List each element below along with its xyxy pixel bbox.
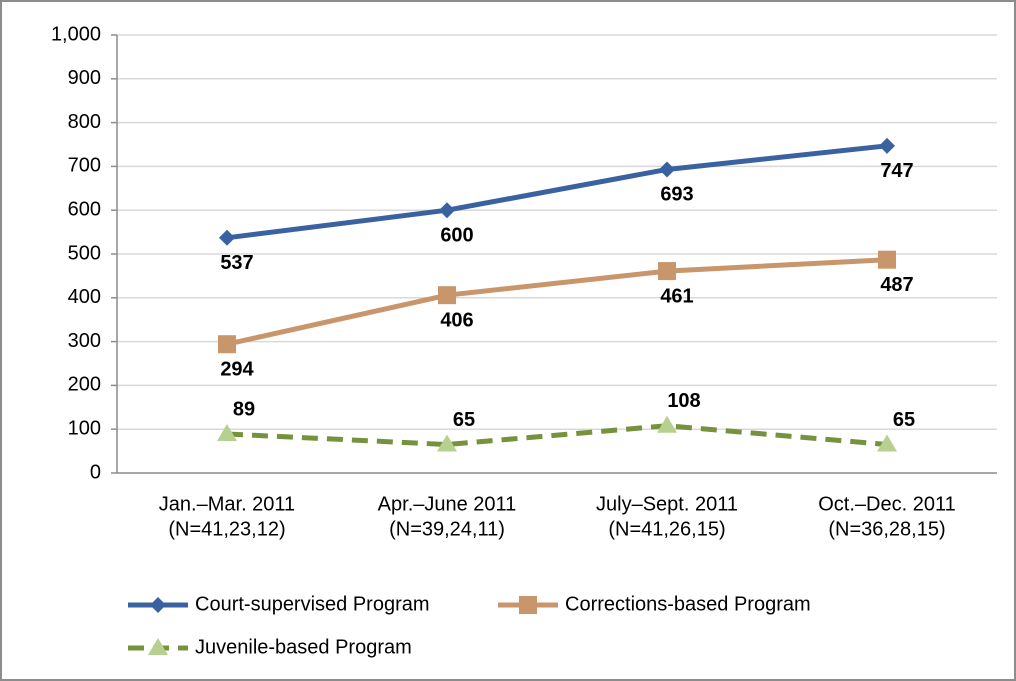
data-label: 747 [880,160,913,182]
y-tick-label: 400 [68,286,101,308]
data-label: 461 [660,285,693,307]
legend-marker [148,638,168,655]
data-label: 65 [453,409,475,431]
y-tick-label: 300 [68,330,101,352]
data-label: 406 [440,309,473,331]
y-tick-label: 800 [68,111,101,133]
y-tick-label: 700 [68,155,101,177]
legend-marker [519,596,537,614]
point-marker [217,424,237,442]
y-tick-label: 600 [68,198,101,220]
data-label: 108 [667,390,700,412]
x-tick-label: July–Sept. 2011 [596,493,738,515]
y-tick-label: 1,000 [51,23,101,45]
data-label: 294 [220,359,254,381]
point-marker [879,137,895,154]
legend-label: Court-supervised Program [195,593,430,615]
x-tick-label: (N=39,24,11) [389,518,505,540]
y-tick-label: 100 [68,417,101,439]
data-label: 89 [233,398,255,420]
x-tick-label: Jan.–Mar. 2011 [159,493,295,515]
legend-marker [150,597,166,613]
point-marker [437,434,457,452]
legend-label: Corrections-based Program [565,593,811,615]
x-tick-label: Apr.–June 2011 [378,493,517,515]
x-tick-label: (N=41,26,15) [608,518,725,540]
x-tick-label: (N=41,23,12) [168,518,285,540]
y-tick-label: 500 [68,242,101,264]
legend-label: Juvenile-based Program [195,636,412,658]
data-label: 65 [893,409,915,431]
point-marker [878,250,896,269]
point-marker [659,161,675,178]
x-tick-label: Oct.–Dec. 2011 [818,493,955,515]
point-marker [439,202,455,219]
series-line [226,423,888,448]
point-marker [657,415,677,433]
point-marker [877,434,897,452]
x-tick-label: (N=36,28,15) [828,518,945,540]
point-marker [658,262,676,281]
y-tick-label: 900 [68,67,101,89]
point-marker [438,286,456,305]
series-line [226,257,888,347]
point-marker [218,335,236,354]
data-label: 487 [880,274,913,296]
point-marker [219,229,235,246]
data-label: 600 [440,224,473,246]
data-label: 693 [660,184,693,206]
y-tick-label: 0 [90,461,101,483]
data-label: 537 [220,252,253,274]
y-tick-label: 200 [68,374,101,396]
series-line [226,143,888,241]
